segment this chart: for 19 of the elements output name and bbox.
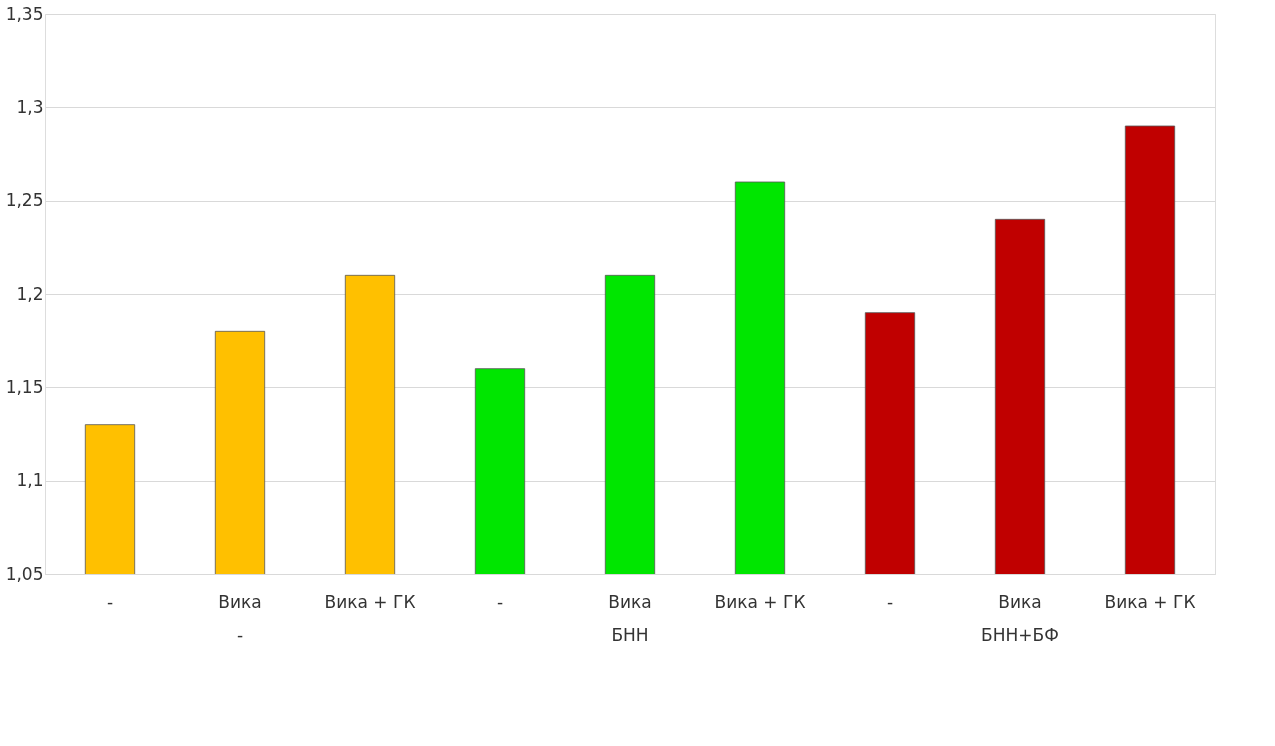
x-tick-label: Вика: [608, 591, 652, 612]
x-tick-label: -: [106, 591, 114, 612]
x-tick-label: Вика: [218, 591, 262, 612]
x-tick-label: Вика: [998, 591, 1042, 612]
y-tick-label: 1,15: [5, 376, 44, 397]
x-tick-label: Вика + ГК: [1104, 591, 1196, 612]
text: БНН: [611, 625, 649, 645]
y-tick-label: 1,3: [16, 96, 44, 117]
text: БНН+БФ: [981, 625, 1059, 645]
text: -: [236, 625, 244, 645]
y-tick-label: 1,1: [16, 470, 44, 491]
y-tick-label: 1,25: [5, 190, 44, 211]
x-tick-label: -: [496, 591, 504, 612]
y-tick-label: 1,05: [5, 563, 44, 584]
x-tick-label: Вика + ГК: [714, 591, 806, 612]
x-tick-label: -: [886, 591, 894, 612]
y-tick-label: 1,2: [16, 283, 44, 304]
x-tick-label: Вика + ГК: [324, 591, 416, 612]
y-tick-label: 1,35: [5, 3, 44, 24]
